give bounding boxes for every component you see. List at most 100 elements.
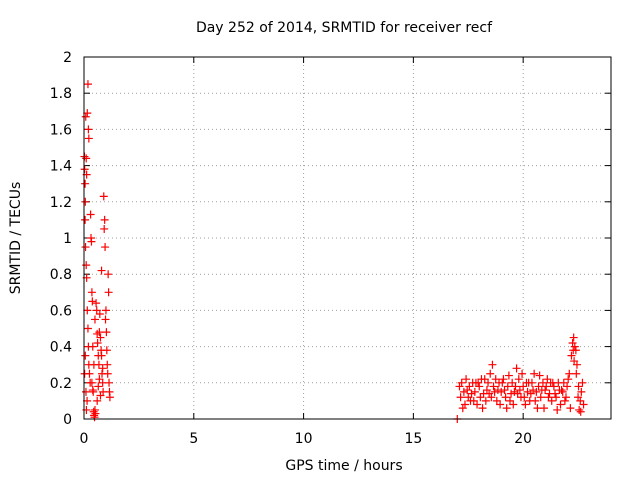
data-point [544, 393, 553, 402]
data-point [561, 393, 570, 402]
data-point [96, 333, 105, 342]
data-point [460, 400, 469, 409]
data-point [91, 409, 100, 418]
data-point [553, 405, 562, 414]
data-point [551, 389, 560, 398]
data-point [579, 400, 588, 409]
data-point [498, 378, 507, 387]
data-point [101, 243, 110, 252]
data-point [97, 351, 106, 360]
data-point [90, 315, 99, 324]
data-point [542, 382, 551, 391]
data-point [83, 80, 92, 89]
data-point [577, 387, 586, 396]
data-point [462, 375, 471, 384]
data-point [102, 346, 111, 355]
y-tick-label: 2 [63, 50, 72, 66]
data-point [504, 371, 513, 380]
data-point [532, 387, 541, 396]
data-point [84, 125, 93, 134]
data-point [564, 375, 573, 384]
data-point [104, 288, 113, 297]
data-point [87, 237, 96, 246]
data-point [100, 224, 109, 233]
data-point [534, 382, 543, 391]
data-point [87, 288, 96, 297]
y-tick-label: 0.2 [50, 376, 72, 392]
data-point [81, 243, 90, 252]
data-points [80, 80, 588, 423]
data-point [563, 382, 572, 391]
y-tick-label: 1.4 [50, 159, 72, 175]
data-point [489, 382, 498, 391]
data-point [514, 375, 523, 384]
data-point [88, 297, 97, 306]
y-axis-label: SRMTID / TECUs [8, 182, 24, 295]
data-point [575, 405, 584, 414]
data-point [556, 400, 565, 409]
data-point [105, 378, 114, 387]
data-point [569, 346, 578, 355]
data-point [95, 328, 104, 337]
data-point [512, 364, 521, 373]
data-point [535, 371, 544, 380]
axis-ticks: 00.20.40.60.811.21.41.61.820 5 10 15 20 [50, 50, 611, 447]
data-point [81, 387, 90, 396]
data-point [520, 393, 529, 402]
data-point [95, 375, 104, 384]
data-point [524, 378, 533, 387]
data-point [555, 386, 564, 395]
data-point [81, 179, 90, 188]
data-point [81, 215, 90, 224]
data-point [80, 165, 89, 174]
data-point [96, 391, 105, 400]
data-point [492, 396, 501, 405]
y-tick-label: 0.6 [50, 303, 72, 319]
data-point [569, 333, 578, 342]
data-point [549, 382, 558, 391]
data-point [81, 197, 90, 206]
data-point [481, 396, 490, 405]
data-point [559, 378, 568, 387]
data-point [507, 389, 516, 398]
data-point [471, 378, 480, 387]
data-point [538, 378, 547, 387]
data-point [574, 382, 583, 391]
data-point [84, 134, 93, 143]
data-point [552, 393, 561, 402]
data-point [92, 299, 101, 308]
data-point [519, 382, 528, 391]
data-point [480, 375, 489, 384]
data-point [484, 378, 493, 387]
data-point [488, 360, 497, 369]
data-point [83, 324, 92, 333]
x-tick-label: 5 [189, 431, 198, 447]
data-point [496, 400, 505, 409]
data-point [103, 360, 112, 369]
y-tick-label: 0.8 [50, 267, 72, 283]
data-point [547, 396, 556, 405]
chart-title: Day 252 of 2014, SRMTID for receiver rec… [196, 20, 493, 36]
data-point [86, 210, 95, 219]
plot-frame [83, 56, 612, 420]
data-point [102, 328, 111, 337]
data-point [103, 369, 112, 378]
data-point [467, 389, 476, 398]
data-point [470, 387, 479, 396]
data-point [83, 109, 92, 118]
grid-lines [84, 57, 611, 419]
data-point [511, 382, 520, 391]
data-point [476, 393, 485, 402]
data-point [82, 154, 91, 163]
data-point [518, 369, 527, 378]
data-point [515, 386, 524, 395]
data-point [576, 407, 585, 416]
x-tick-label: 0 [80, 431, 89, 447]
y-tick-label: 1.8 [50, 86, 72, 102]
data-point [98, 364, 107, 373]
data-point [570, 357, 579, 366]
data-point [105, 393, 114, 402]
data-point [508, 378, 517, 387]
data-point [88, 342, 97, 351]
